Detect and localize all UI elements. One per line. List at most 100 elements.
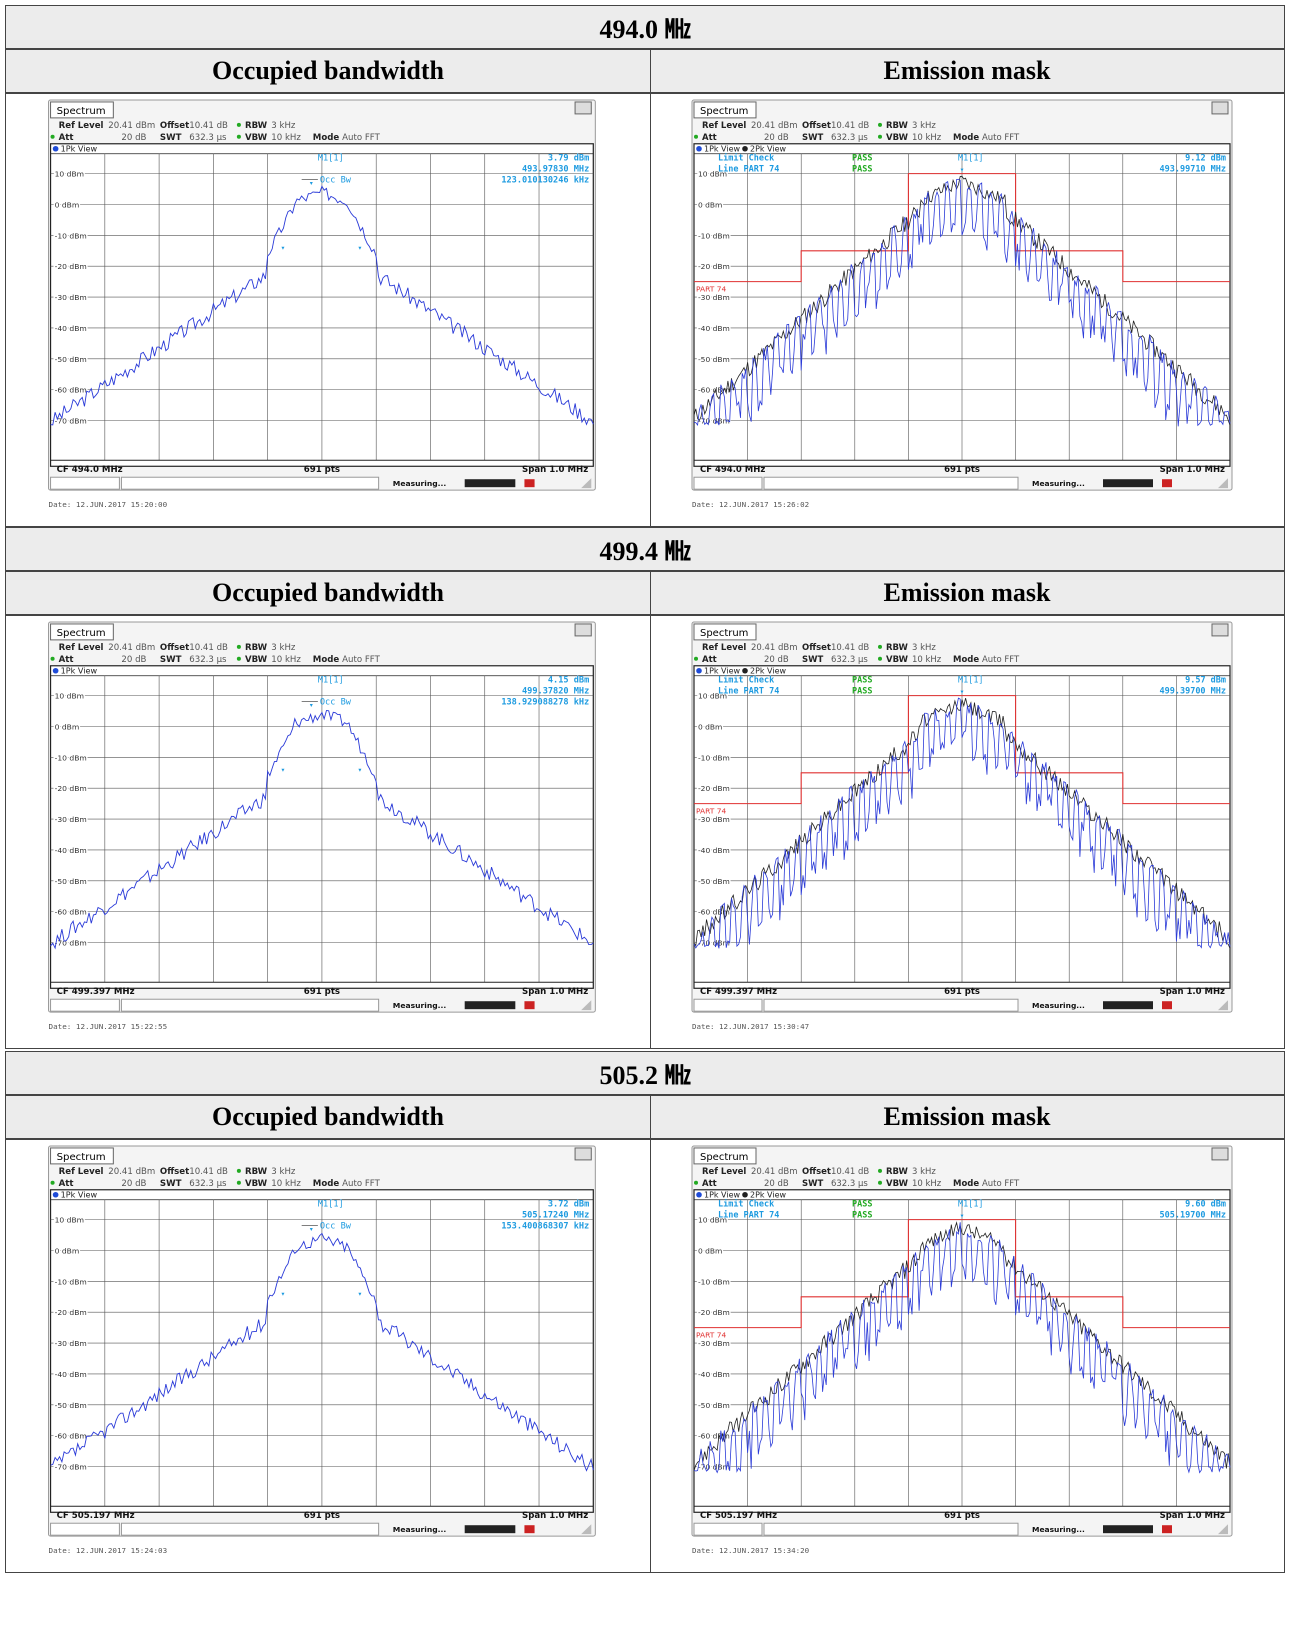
center-frequency: CF 505.197 MHz [700, 1510, 777, 1520]
occupied-bandwidth-screenshot: Spectrum Ref Level 20.41 dBm Offset 10.41 dB… [48, 1145, 596, 1555]
capture-date: Date: 12.JUN.2017 15:30:47 [692, 1022, 809, 1031]
resize-grip-icon[interactable] [1218, 1524, 1228, 1535]
ref-level-value: 20.41 dBm [751, 1166, 797, 1176]
offset-label: Offset [802, 642, 831, 652]
window-menu-icon[interactable] [1211, 623, 1229, 637]
trace1-indicator-icon [52, 1191, 59, 1198]
marker-m1-icon [309, 703, 313, 707]
status-dot-icon [694, 134, 698, 139]
marker-level: 3.72 dBm [548, 1200, 589, 1210]
status-dot-icon [236, 656, 241, 661]
y-tick-label: 0 dBm [698, 200, 722, 209]
y-tick-label: 10 dBm [698, 170, 727, 179]
ref-level-label: Ref Level [702, 1166, 746, 1176]
marker-t2-icon [358, 1292, 362, 1296]
marker-name: M1[1] [318, 1200, 344, 1210]
offset-label: Offset [160, 121, 189, 131]
att-value: 20 dB [121, 133, 146, 143]
y-tick-label: -30 dBm [55, 1339, 87, 1348]
y-tick-label: -70 dBm [55, 1463, 87, 1472]
occ-bw-value: 153.400868307 kHz [501, 1222, 589, 1232]
mode-label: Mode [953, 654, 979, 664]
marker-t1-icon [281, 768, 285, 772]
ref-level-label: Ref Level [702, 642, 746, 652]
spectrum-tab[interactable] [693, 623, 757, 641]
marker-level: 3.79 dBm [548, 154, 589, 164]
y-tick-label: -60 dBm [698, 908, 730, 917]
window-menu-icon[interactable] [574, 101, 592, 115]
span-value: Span 1.0 MHz [1160, 464, 1225, 474]
spectrum-tab[interactable] [50, 101, 114, 119]
status-field [763, 998, 1019, 1012]
spectrum-tab[interactable] [693, 101, 757, 119]
trace-view-label: 1Pk View [704, 145, 740, 154]
occ-bw-value: 138.929088278 kHz [501, 698, 589, 708]
trace1-indicator-icon [696, 667, 702, 674]
results-table: 494.0 ㎒ Occupied bandwidth Emission mask Sp… [5, 5, 1285, 1638]
spectrum-tab[interactable] [50, 623, 114, 641]
vbw-value: 10 kHz [912, 132, 942, 142]
rf-status-icon [1162, 1001, 1172, 1010]
rf-status-icon [1162, 479, 1172, 488]
y-tick-label: -30 dBm [698, 815, 730, 824]
marker-frequency: 499.39700 MHz [1160, 686, 1226, 696]
trace2-indicator-icon [742, 667, 748, 674]
y-tick-label: -10 dBm [55, 231, 87, 240]
marker-m1-icon [960, 690, 964, 694]
limit-line-label: Line PART 74 [718, 686, 779, 696]
mode-value: Auto FFT [342, 1179, 380, 1189]
status-field [693, 476, 763, 490]
att-label: Att [702, 1178, 717, 1188]
marker-name: M1[1] [958, 1199, 984, 1209]
offset-value: 10.41 dB [189, 643, 228, 653]
att-value: 20 dB [764, 132, 789, 142]
rf-status-icon [1162, 1525, 1172, 1534]
marker-m1-icon [309, 1227, 313, 1231]
limit-check-result: PASS [852, 675, 872, 685]
offset-value: 10.41 dB [831, 1166, 869, 1176]
rf-status-icon [524, 479, 535, 488]
att-label: Att [59, 655, 74, 665]
ref-level-value: 20.41 dBm [108, 121, 155, 131]
spectrum-tab[interactable] [50, 1147, 114, 1165]
capture-date: Date: 12.JUN.2017 15:22:55 [49, 1022, 168, 1031]
center-frequency: CF 494.0 MHz [700, 464, 765, 474]
occupied-bandwidth-cell: Spectrum Ref Level 20.41 dBm Offset 10.41 dB… [6, 1140, 651, 1572]
status-dot-icon [878, 1180, 882, 1185]
points-count: 691 pts [944, 1510, 980, 1520]
window-menu-icon[interactable] [1211, 101, 1229, 115]
trace-view-label: 1Pk View [61, 667, 98, 676]
trace1-indicator-icon [696, 145, 702, 152]
y-tick-label: -50 dBm [55, 355, 87, 364]
mode-label: Mode [953, 1178, 979, 1188]
mode-value: Auto FFT [982, 132, 1020, 142]
mode-label: Mode [313, 1179, 340, 1189]
marker-frequency: 499.37820 MHz [522, 687, 589, 697]
screenshot-row: Spectrum Ref Level 20.41 dBm Offset 10.41 dB… [5, 615, 1285, 1049]
trace-view-label: 2Pk View [750, 1191, 786, 1200]
y-tick-label: -10 dBm [55, 1277, 87, 1286]
att-label: Att [702, 654, 717, 664]
window-menu-icon[interactable] [574, 1147, 592, 1161]
marker-level: 9.60 dBm [1185, 1199, 1226, 1209]
window-menu-icon[interactable] [1211, 1147, 1229, 1161]
vbw-label: VBW [245, 655, 268, 665]
emission-mask-header: Emission mask [883, 578, 1051, 607]
rbw-value: 3 kHz [912, 642, 936, 652]
window-menu-icon[interactable] [574, 623, 592, 637]
spectrum-tab[interactable] [693, 1147, 757, 1165]
vbw-label: VBW [886, 654, 909, 664]
progress-bar [1103, 479, 1153, 488]
vbw-value: 10 kHz [912, 1178, 942, 1188]
att-value: 20 dB [764, 654, 789, 664]
offset-value: 10.41 dB [831, 642, 869, 652]
occ-bw-value: 123.010130246 kHz [501, 176, 589, 186]
occupied-bandwidth-screenshot: Spectrum Ref Level 20.41 dBm Offset 10.41 dB… [48, 99, 596, 509]
swt-value: 632.3 µs [831, 132, 868, 142]
rbw-label: RBW [245, 121, 268, 131]
offset-label: Offset [160, 1167, 189, 1177]
capture-date: Date: 12.JUN.2017 15:20:00 [49, 500, 168, 509]
resize-grip-icon[interactable] [581, 1524, 592, 1535]
ref-level-label: Ref Level [702, 120, 746, 130]
y-tick-label: 0 dBm [698, 1246, 722, 1255]
